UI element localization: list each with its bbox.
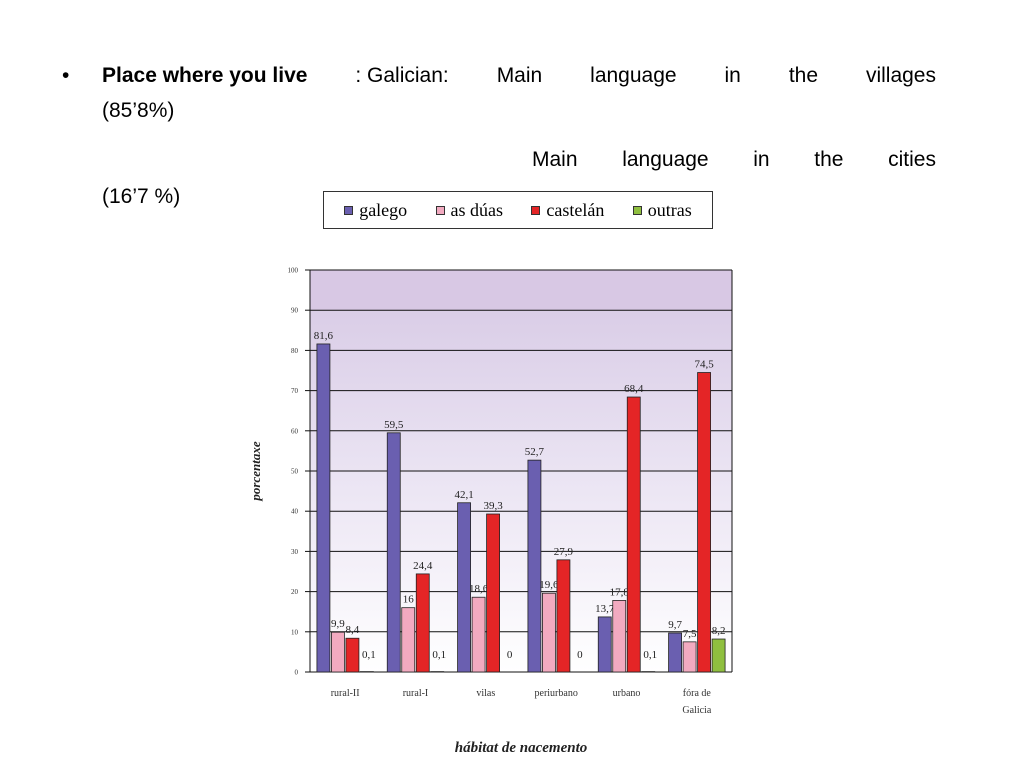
- line2-word: language: [622, 148, 709, 171]
- data-label: 0,1: [432, 649, 446, 661]
- data-label: 16: [403, 594, 415, 606]
- x-category-label: vilas: [476, 688, 495, 699]
- y-tick-label: 60: [291, 427, 299, 435]
- data-label: 7,5: [683, 628, 697, 640]
- y-tick-label: 20: [291, 588, 299, 596]
- data-label: 39,3: [483, 500, 503, 512]
- line2-word: Main: [532, 148, 578, 171]
- cities-percentage: (16’7 %): [102, 185, 181, 208]
- y-tick-label: 90: [291, 307, 299, 315]
- y-tick-label: 50: [291, 468, 299, 476]
- y-tick-label: 40: [291, 508, 299, 516]
- x-category-label: urbano: [613, 688, 641, 699]
- x-category-label: rural-II: [331, 688, 360, 699]
- line1-word: Main: [496, 64, 543, 87]
- bullet-marker: •: [62, 64, 70, 87]
- data-label: 24,4: [413, 560, 433, 572]
- legend-swatch-castelan: [531, 205, 541, 215]
- bar-castelán-0: [345, 637, 360, 673]
- y-tick-label: 0: [295, 669, 299, 677]
- bar-as-dúas-4: [612, 600, 627, 673]
- bar-galego-4: [597, 616, 612, 673]
- data-label: 59,5: [384, 419, 404, 431]
- bar-castelán-1: [415, 573, 430, 673]
- x-axis-title: hábitat de nacemento: [455, 740, 588, 756]
- data-label: 17,8: [610, 586, 630, 598]
- data-label: 18,6: [469, 583, 489, 595]
- bar-as-dúas-3: [542, 592, 556, 673]
- data-label: 0,1: [643, 649, 657, 661]
- bar-galego-3: [527, 459, 542, 673]
- legend-entry-galego: galego: [344, 200, 407, 221]
- bar-castelán-2: [486, 513, 500, 673]
- bar-castelán-3: [556, 559, 571, 673]
- bar-castelán-4: [626, 396, 641, 673]
- y-tick-label: 70: [291, 387, 299, 395]
- line1-word: in: [724, 64, 741, 87]
- bar-galego-5: [668, 632, 682, 673]
- bullet-line-2: Main language in the cities: [532, 146, 936, 174]
- data-label: 81,6: [314, 330, 334, 342]
- bar-galego-0: [316, 343, 331, 673]
- line1-word: : Galician:: [355, 64, 449, 87]
- data-label: 19,6: [539, 579, 559, 591]
- legend-label: galego: [359, 199, 408, 220]
- data-label: 42,1: [454, 489, 473, 501]
- legend-swatch-galego: [344, 205, 354, 215]
- top-band: [310, 270, 732, 311]
- data-label: 8,2: [712, 625, 726, 637]
- y-tick-label: 10: [291, 628, 299, 636]
- line1-word: the: [788, 64, 819, 87]
- bar-castelán-5: [697, 372, 711, 673]
- legend-entry-castelan: castelán: [531, 200, 604, 221]
- bar-galego-2: [457, 502, 471, 673]
- data-label: 8,4: [346, 624, 360, 636]
- y-axis-title: porcentaxe: [248, 441, 263, 501]
- data-label: 68,4: [624, 383, 644, 395]
- legend-label: castelán: [546, 199, 605, 220]
- bar-as-dúas-1: [401, 607, 416, 673]
- legend-swatch-outras: [632, 205, 642, 215]
- bar-as-dúas-0: [331, 631, 345, 673]
- x-category-label: periurbano: [535, 688, 578, 699]
- data-label: 27,9: [554, 546, 574, 558]
- bar-galego-1: [386, 432, 401, 673]
- legend-label: outras: [647, 199, 692, 220]
- x-category-label: fóra de: [683, 688, 712, 699]
- line1-word: language: [590, 64, 677, 87]
- bullet-heading: Place where you live: [102, 64, 308, 87]
- data-label: 9,7: [668, 619, 682, 631]
- y-tick-label: 30: [291, 548, 299, 556]
- legend-label: as dúas: [450, 199, 504, 220]
- line2-word: cities: [888, 148, 936, 171]
- line2-word: in: [753, 148, 770, 171]
- legend-entry-as-duas: as dúas: [435, 199, 504, 221]
- bullet-line-1: Place where you live : Galician: Main la…: [102, 62, 936, 90]
- data-label: 52,7: [525, 446, 545, 458]
- data-label: 0,1: [362, 649, 376, 661]
- y-tick-label: 80: [291, 347, 299, 355]
- data-label: 13,7: [595, 603, 615, 615]
- legend-swatch-as-duas: [435, 205, 445, 215]
- bar-outras-5: [711, 638, 726, 673]
- data-label: 9,9: [331, 618, 345, 630]
- villages-percentage: (85’8%): [102, 99, 175, 122]
- bar-as-dúas-5: [682, 641, 697, 673]
- data-label: 0: [507, 649, 513, 661]
- data-label: 0: [577, 649, 583, 661]
- x-category-label: rural-I: [403, 688, 429, 699]
- x-category-label: Galicia: [682, 705, 711, 716]
- data-label: 74,5: [694, 359, 714, 371]
- bar-as-dúas-2: [471, 596, 486, 673]
- y-tick-label: 100: [288, 267, 299, 275]
- line1-word: villages: [865, 64, 936, 87]
- chart-legend: galego as dúas castelán outras: [323, 191, 713, 229]
- legend-entry-outras: outras: [632, 199, 692, 221]
- line2-word: the: [814, 148, 844, 171]
